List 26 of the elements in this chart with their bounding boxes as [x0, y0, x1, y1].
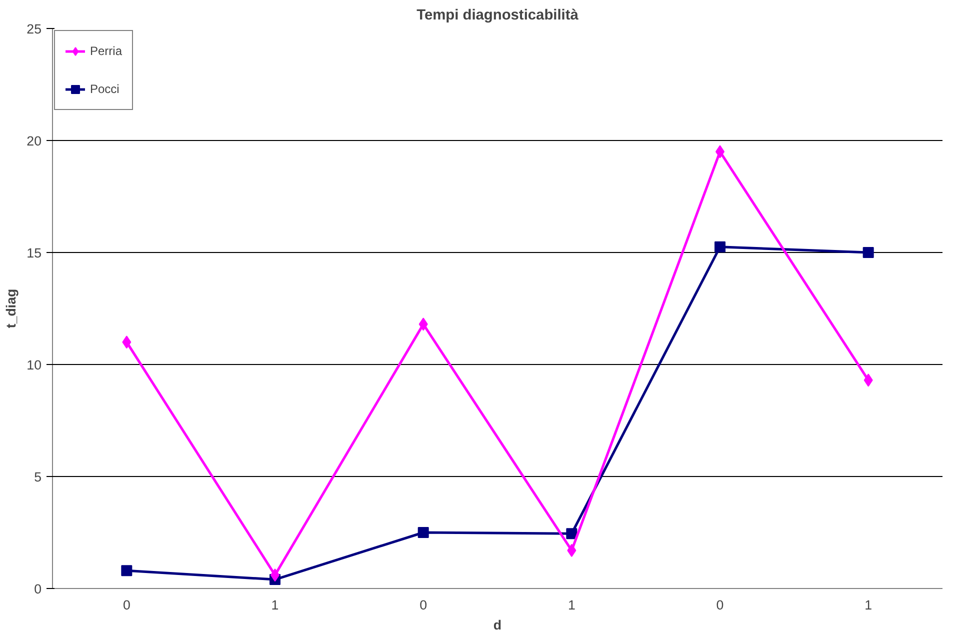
- point: [714, 241, 726, 252]
- x-tick-label: 1: [271, 598, 279, 612]
- y-tick-label: 5: [34, 470, 42, 484]
- point: [864, 374, 873, 387]
- point: [566, 528, 578, 540]
- y-tick-label: 0: [34, 582, 42, 596]
- legend-label: Perria: [90, 44, 122, 58]
- point: [862, 247, 874, 258]
- x-tick-label: 0: [122, 598, 130, 612]
- x-tick-label: 1: [864, 598, 872, 612]
- y-tick-label: 25: [26, 22, 42, 36]
- y-tick-label: 10: [26, 358, 42, 372]
- point: [122, 336, 132, 349]
- chart-title: Tempi diagnosticabilità: [416, 8, 580, 24]
- y-tick-label: 20: [26, 134, 42, 148]
- point: [121, 565, 132, 576]
- x-axis-title: d: [493, 618, 502, 632]
- x-tick-label: 1: [568, 598, 576, 612]
- point: [567, 544, 576, 557]
- x-tick-label: 0: [716, 598, 724, 612]
- point: [418, 527, 429, 538]
- y-tick-label: 15: [26, 246, 42, 260]
- point: [418, 318, 428, 331]
- legend-label: Pocci: [90, 82, 120, 96]
- x-tick-label: 0: [420, 598, 428, 612]
- y-axis-title: t_diag: [4, 288, 19, 328]
